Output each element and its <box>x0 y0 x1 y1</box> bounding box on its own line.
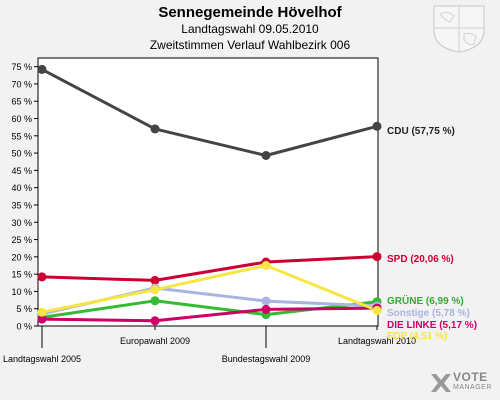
data-point-fdp <box>37 307 47 317</box>
y-tick-label: 40 % <box>11 183 32 193</box>
data-point-die-linke <box>261 304 271 314</box>
series-line-die-linke <box>41 306 378 323</box>
data-point-gr-ne <box>150 296 160 306</box>
series-label-fdp: FDP (4,51 %) <box>387 331 447 342</box>
votemanager-logo-icon <box>431 374 451 392</box>
y-tick-label: 55 % <box>11 131 32 141</box>
y-tick-label: 35 % <box>11 200 32 210</box>
data-point-sonstige <box>261 296 271 306</box>
series-label-cdu: CDU (57,75 %) <box>387 126 455 137</box>
y-tick-label: 5 % <box>16 304 32 314</box>
y-tick-label: 75 % <box>11 62 32 72</box>
data-point-spd <box>150 275 160 285</box>
y-tick-label: 45 % <box>11 166 32 176</box>
y-tick-label: 20 % <box>11 252 32 262</box>
series-label-spd: SPD (20,06 %) <box>387 254 454 265</box>
data-point-die-linke <box>150 316 160 326</box>
y-tick-label: 70 % <box>11 79 32 89</box>
y-tick-label: 15 % <box>11 270 32 280</box>
series-label-die-linke: DIE LINKE (5,17 %) <box>387 320 477 331</box>
x-tick-label: Landtagswahl 2010 <box>338 336 416 346</box>
y-tick-label: 60 % <box>11 114 32 124</box>
y-tick-label: 30 % <box>11 218 32 228</box>
data-point-fdp <box>372 305 382 315</box>
y-tick-label: 50 % <box>11 149 32 159</box>
series-line-cdu <box>41 68 378 157</box>
data-point-spd <box>372 252 382 262</box>
data-point-cdu <box>372 121 382 131</box>
y-tick-label: 25 % <box>11 235 32 245</box>
x-tick-label: Bundestagswahl 2009 <box>222 354 311 364</box>
chart-subtitle-2: Zweitstimmen Verlauf Wahlbezirk 006 <box>149 38 351 52</box>
y-tick-label: 10 % <box>11 287 32 297</box>
x-tick-label: Landtagswahl 2005 <box>3 354 81 364</box>
series-line-fdp <box>41 264 378 314</box>
plot-area <box>37 57 379 327</box>
chart-title: Sennegemeinde Hövelhof <box>158 4 342 21</box>
data-point-cdu <box>37 64 47 74</box>
y-tick-label: 65 % <box>11 97 32 107</box>
logo-text-manager: MANAGER <box>453 384 492 391</box>
series-label-gr-ne: GRÜNE (6,99 %) <box>387 294 464 307</box>
data-point-fdp <box>150 285 160 295</box>
data-point-die-linke <box>37 314 47 324</box>
series-line-spd <box>41 255 378 282</box>
series-label-sonstige: Sonstige (5,78 %) <box>387 308 470 319</box>
logo-text-vote: VOTE <box>453 370 488 384</box>
data-point-spd <box>37 272 47 282</box>
coat-of-arms-icon <box>433 5 485 53</box>
data-point-fdp <box>261 261 271 270</box>
data-point-cdu <box>261 151 271 160</box>
chart-subtitle: Landtagswahl 09.05.2010 <box>181 22 319 36</box>
x-tick-label: Europawahl 2009 <box>120 336 190 346</box>
data-point-cdu <box>150 124 160 134</box>
y-tick-label: 0 % <box>16 322 32 332</box>
